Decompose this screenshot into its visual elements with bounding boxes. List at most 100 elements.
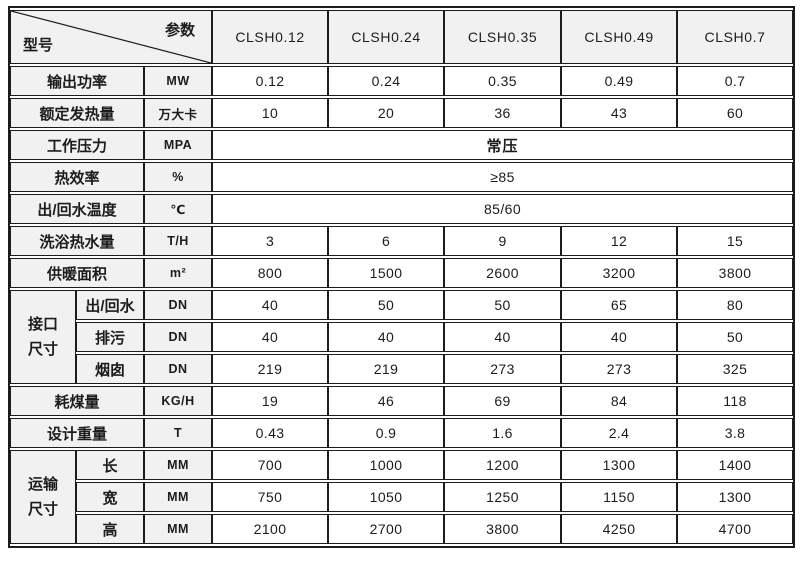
sub-row-label: 长 <box>76 450 144 480</box>
model-header: CLSH0.24 <box>328 10 445 64</box>
cell-value: 4700 <box>677 514 794 544</box>
model-header: CLSH0.7 <box>677 10 794 64</box>
cell-value: 46 <box>328 386 445 416</box>
row-unit: MM <box>144 482 213 512</box>
cell-value: 69 <box>444 386 562 416</box>
cell-value: 80 <box>677 290 794 320</box>
row-label: 出/回水温度 <box>10 194 144 224</box>
cell-value-span: 85/60 <box>212 194 794 224</box>
row-unit: % <box>144 162 213 192</box>
cell-value: 40 <box>444 322 562 352</box>
model-header: CLSH0.12 <box>212 10 329 64</box>
header-row: 参数 型号 CLSH0.12 CLSH0.24 CLSH0.35 CLSH0.4… <box>10 10 794 64</box>
cell-value: 2100 <box>212 514 329 544</box>
table-row: 额定发热量 万大卡 10 20 36 43 60 <box>10 98 794 128</box>
cell-value: 1250 <box>444 482 562 512</box>
cell-value: 1500 <box>328 258 445 288</box>
table-row: 接口尺寸 出/回水 DN 40 50 50 65 80 <box>10 290 794 384</box>
cell-value: 700 <box>212 450 329 480</box>
row-unit: MM <box>144 514 213 544</box>
table-row: 洗浴热水量 T/H 3 6 9 12 15 <box>10 226 794 256</box>
sub-row-label: 排污 <box>76 322 144 352</box>
corner-param-label: 参数 <box>165 22 196 39</box>
table-row: 输出功率 MW 0.12 0.24 0.35 0.49 0.7 <box>10 66 794 96</box>
cell-value: 84 <box>561 386 678 416</box>
cell-value: 750 <box>212 482 329 512</box>
table-row: 热效率 % ≥85 <box>10 162 794 192</box>
table-row: 供暖面积 m² 800 1500 2600 3200 3800 <box>10 258 794 288</box>
row-unit: T <box>144 418 213 448</box>
cell-value: 3800 <box>677 258 794 288</box>
cell-value: 3800 <box>444 514 562 544</box>
row-unit: m² <box>144 258 213 288</box>
cell-value: 50 <box>328 290 445 320</box>
table-row: 排污 DN 40 40 40 40 50 <box>10 322 794 352</box>
row-unit: DN <box>144 354 213 384</box>
diagonal-line-icon <box>11 11 211 63</box>
cell-value: 36 <box>444 98 562 128</box>
cell-value: 1300 <box>677 482 794 512</box>
sub-row-label: 烟囱 <box>76 354 144 384</box>
table-row: 耗煤量 KG/H 19 46 69 84 118 <box>10 386 794 416</box>
table-row: 高 MM 2100 2700 3800 4250 4700 <box>10 514 794 544</box>
row-label: 供暖面积 <box>10 258 144 288</box>
cell-value: 50 <box>677 322 794 352</box>
row-unit: DN <box>144 290 213 320</box>
row-unit: DN <box>144 322 213 352</box>
cell-value: 1000 <box>328 450 445 480</box>
cell-value: 1.6 <box>444 418 562 448</box>
cell-value: 273 <box>561 354 678 384</box>
cell-value: 273 <box>444 354 562 384</box>
group-label-transport: 运输尺寸 <box>10 450 76 544</box>
cell-value: 43 <box>561 98 678 128</box>
model-header: CLSH0.35 <box>444 10 562 64</box>
cell-value: 0.43 <box>212 418 329 448</box>
table-row: 烟囱 DN 219 219 273 273 325 <box>10 354 794 384</box>
cell-value: 4250 <box>561 514 678 544</box>
cell-value: 3 <box>212 226 329 256</box>
group-label-text: 接口尺寸 <box>28 315 59 359</box>
cell-value: 19 <box>212 386 329 416</box>
corner-cell: 参数 型号 <box>10 10 213 64</box>
cell-value: 118 <box>677 386 794 416</box>
table-row: 设计重量 T 0.43 0.9 1.6 2.4 3.8 <box>10 418 794 448</box>
cell-value: 1200 <box>444 450 562 480</box>
cell-value: 800 <box>212 258 329 288</box>
row-label: 耗煤量 <box>10 386 144 416</box>
cell-value: 0.9 <box>328 418 445 448</box>
cell-value: 219 <box>212 354 329 384</box>
cell-value: 10 <box>212 98 329 128</box>
cell-value: 2.4 <box>561 418 678 448</box>
table-row: 运输尺寸 长 MM 700 1000 1200 1300 1400 <box>10 450 794 544</box>
cell-value: 50 <box>444 290 562 320</box>
sub-row-label: 高 <box>76 514 144 544</box>
cell-value: 6 <box>328 226 445 256</box>
cell-value: 1400 <box>677 450 794 480</box>
cell-value: 40 <box>328 322 445 352</box>
cell-value: 2600 <box>444 258 562 288</box>
table-row: 工作压力 MPA 常压 <box>10 130 794 160</box>
spec-table-frame: 参数 型号 CLSH0.12 CLSH0.24 CLSH0.35 CLSH0.4… <box>8 6 795 548</box>
cell-value: 0.12 <box>212 66 329 96</box>
table-row: 宽 MM 750 1050 1250 1150 1300 <box>10 482 794 512</box>
row-unit: 万大卡 <box>144 98 213 128</box>
cell-value: 40 <box>212 290 329 320</box>
table-row: 出/回水温度 ℃ 85/60 <box>10 194 794 224</box>
cell-value: 20 <box>328 98 445 128</box>
sub-row-label: 宽 <box>76 482 144 512</box>
cell-value: 40 <box>212 322 329 352</box>
row-unit: MPA <box>144 130 213 160</box>
row-label: 热效率 <box>10 162 144 192</box>
cell-value: 40 <box>561 322 678 352</box>
row-label: 输出功率 <box>10 66 144 96</box>
group-label-interface: 接口尺寸 <box>10 290 76 384</box>
cell-value: 1050 <box>328 482 445 512</box>
cell-value: 1300 <box>561 450 678 480</box>
cell-value: 0.24 <box>328 66 445 96</box>
row-unit: KG/H <box>144 386 213 416</box>
row-label: 设计重量 <box>10 418 144 448</box>
model-header: CLSH0.49 <box>561 10 678 64</box>
cell-value: 60 <box>677 98 794 128</box>
cell-value: 12 <box>561 226 678 256</box>
cell-value: 0.7 <box>677 66 794 96</box>
